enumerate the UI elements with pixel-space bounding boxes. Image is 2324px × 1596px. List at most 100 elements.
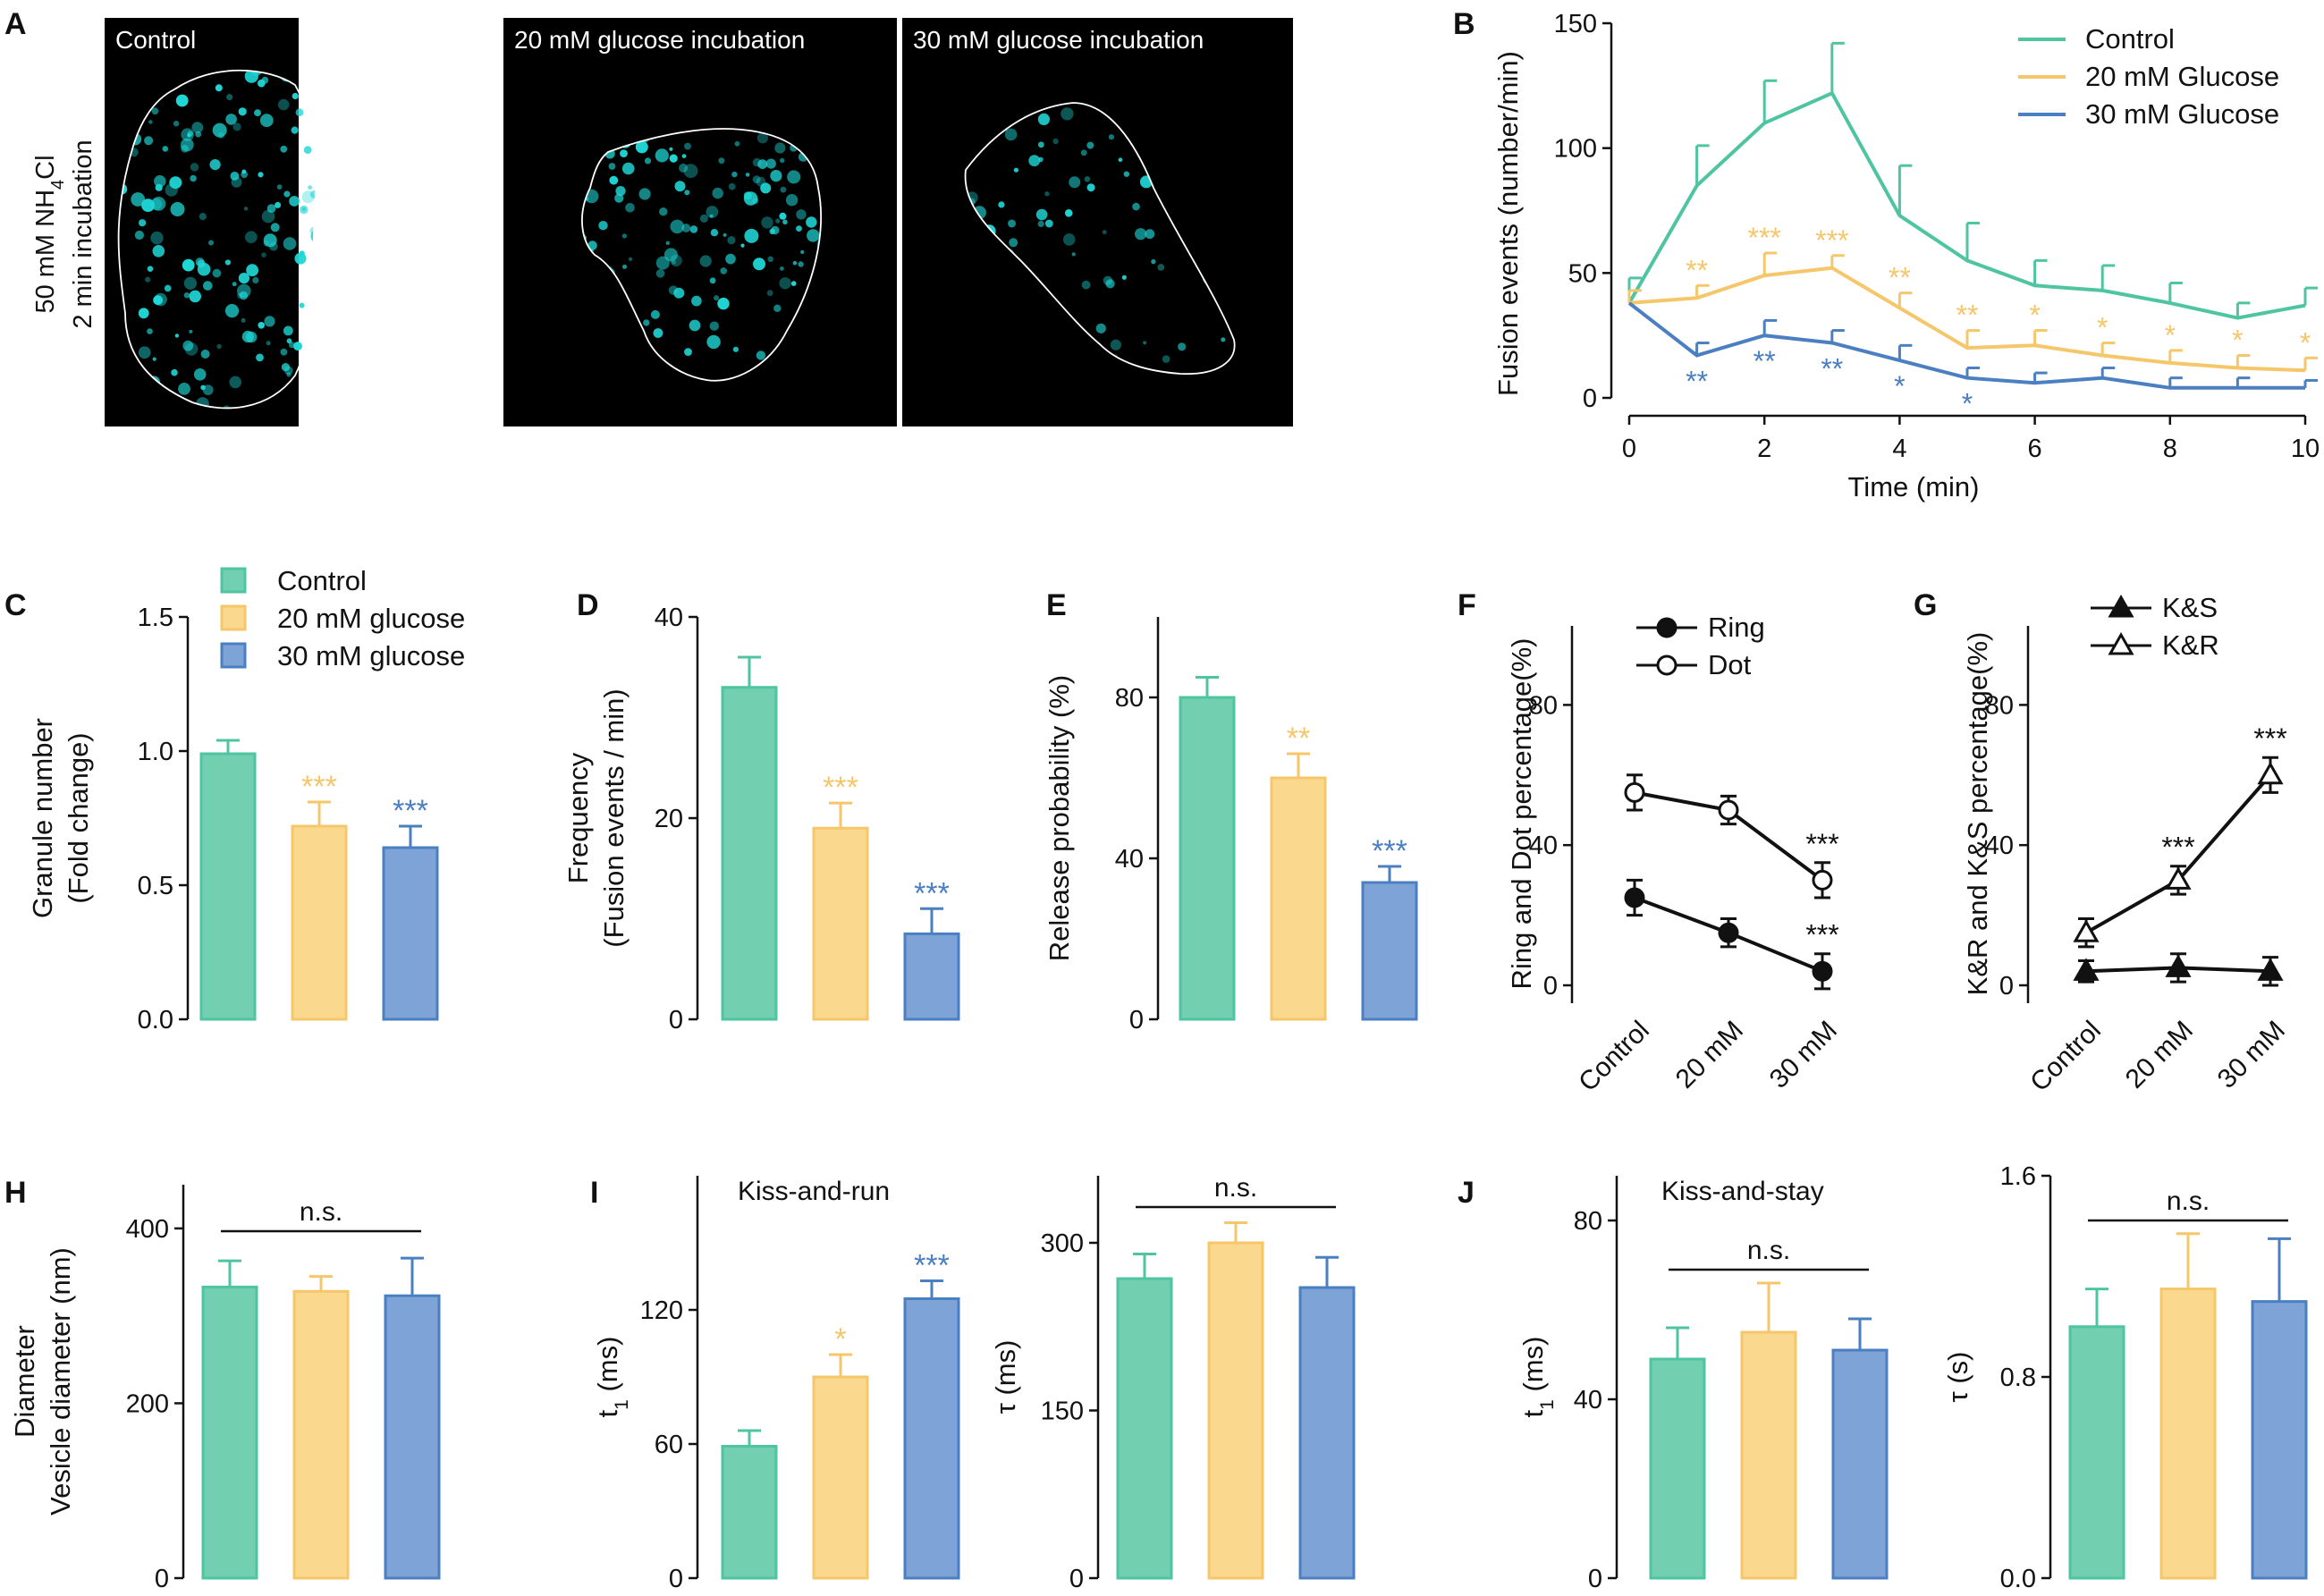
granule (1071, 252, 1076, 257)
data-point (1718, 922, 1739, 943)
y-tick-label: 100 (1554, 135, 1597, 164)
significance-stars: *** (1815, 224, 1848, 257)
bar (721, 1445, 778, 1580)
y-tick-label: 60 (655, 1431, 683, 1459)
granule (197, 262, 211, 276)
legend-marker (2108, 631, 2134, 655)
granule (787, 170, 801, 184)
micrograph-label: 20 mM glucose incubation (514, 26, 805, 54)
micrograph-background (902, 18, 1293, 426)
y-tick-label: 0.0 (2000, 1565, 2036, 1593)
x-tick-label: 20 mM (2120, 1016, 2199, 1094)
legend-label: 20 mM glucose (277, 603, 465, 634)
granule (289, 196, 300, 207)
significance-stars: *** (2253, 722, 2286, 755)
granule (1118, 157, 1123, 162)
granule (752, 157, 762, 167)
granule (224, 259, 231, 266)
granule (1157, 264, 1165, 271)
granule (1162, 355, 1170, 363)
series-dot: *** (1624, 773, 1839, 899)
granule (998, 201, 1005, 208)
granule (1037, 220, 1044, 227)
y-axis-label: K&R and K&S percentage(%) (1962, 632, 1993, 996)
y-axis-label: (Fusion events / min) (598, 688, 630, 947)
granule (655, 256, 670, 270)
side-label-part: 50 mM NH (31, 190, 60, 314)
granule (264, 316, 275, 327)
granule (283, 237, 297, 250)
significance-stars: ** (1686, 254, 1708, 286)
legend-label: Dot (1708, 649, 1752, 680)
data-point (2257, 958, 2284, 981)
granule (175, 94, 189, 107)
label-part: t (592, 1409, 623, 1417)
bar (201, 1285, 258, 1580)
granule (669, 147, 673, 151)
granule (1008, 219, 1016, 228)
y-axis-label: Granule number (27, 718, 58, 918)
granule (621, 233, 628, 239)
bar (292, 1289, 350, 1580)
granule (193, 368, 207, 381)
significance-stars: ** (1754, 345, 1776, 377)
bar (2159, 1288, 2217, 1580)
granule (275, 201, 282, 208)
micrograph-background (503, 18, 897, 426)
significance-stars: *** (914, 876, 950, 910)
granule (266, 204, 276, 214)
significance-stars: * (2029, 300, 2040, 332)
significance-stars: * (2165, 319, 2176, 351)
granule (181, 144, 190, 153)
chart-J2: 0.0 0.8 1.6 n.s. τ (s) (1942, 1162, 2308, 1593)
granule (779, 277, 791, 290)
data-point (2073, 919, 2100, 942)
granule (154, 292, 167, 307)
y-tick-label: 150 (1554, 10, 1597, 38)
significance-stars: *** (1805, 919, 1838, 951)
chart-D: 0 20 40 *** *** Frequency (Fusion events / min… (562, 604, 960, 1034)
granule (669, 154, 678, 163)
y-tick-label: 80 (1985, 691, 2014, 720)
granule (655, 269, 665, 278)
granule (300, 205, 308, 215)
granule (1044, 219, 1053, 228)
bar (1116, 1277, 1173, 1580)
granule (1121, 274, 1127, 280)
granule (712, 187, 723, 199)
granule (720, 267, 727, 274)
data-point (2073, 958, 2100, 981)
significance-stars: * (1962, 388, 1973, 420)
granule (203, 281, 213, 291)
data-point (1718, 799, 1739, 821)
chart-C: 0.0 0.5 1.0 1.5 *** *** Granule number (Fold ch… (27, 565, 465, 1034)
significance-stars: *** (393, 794, 428, 828)
granule (1044, 191, 1050, 197)
label-sub: 1 (1537, 1399, 1558, 1410)
series-line (1627, 301, 2305, 390)
y-tick-label: 150 (1041, 1398, 1084, 1426)
granule (757, 159, 768, 170)
granule (295, 108, 304, 117)
granule (162, 146, 169, 152)
y-axis-label: (Fold change) (63, 732, 94, 903)
chart-title: Kiss-and-stay (1661, 1177, 1824, 1206)
granule (165, 183, 178, 197)
y-axis-label: Diameter (9, 1325, 40, 1438)
granule (190, 174, 197, 182)
granule (164, 284, 172, 292)
granule (1064, 209, 1073, 217)
granule (171, 368, 178, 376)
granule (659, 207, 668, 216)
granule (1132, 202, 1140, 211)
granule (615, 186, 626, 197)
granule (232, 122, 241, 131)
cell-outline (964, 102, 1236, 375)
significance-stars: * (2232, 325, 2243, 357)
granule (155, 183, 163, 191)
granule (621, 264, 628, 269)
granule (670, 254, 682, 267)
granule (1037, 113, 1050, 125)
significance-stars: * (2300, 326, 2311, 359)
